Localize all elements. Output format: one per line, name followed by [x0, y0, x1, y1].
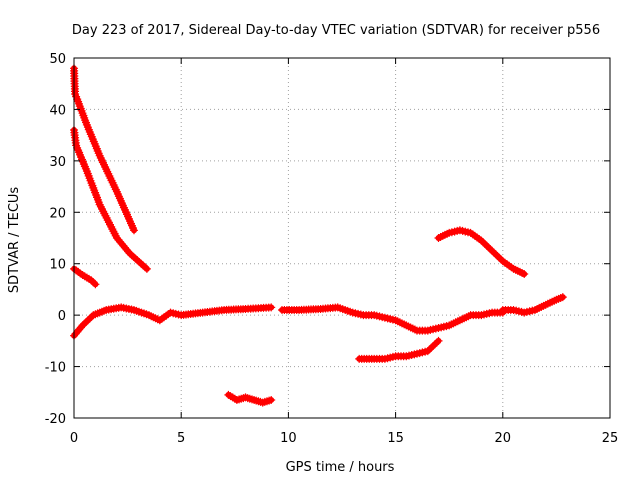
plot-frame: [73, 57, 611, 419]
series-markers: [498, 293, 567, 317]
series-markers: [70, 303, 276, 340]
y-tick-label: -10: [45, 361, 66, 376]
y-tick-label: 50: [49, 52, 66, 67]
y-tick-label: 40: [49, 103, 66, 118]
x-tick-label: 0: [70, 431, 78, 446]
x-axis-label: GPS time / hours: [286, 460, 395, 475]
series-arc-4: [70, 303, 276, 340]
data-traces: [70, 64, 567, 407]
x-tick-label: 20: [495, 431, 512, 446]
series-arc-9: [224, 390, 276, 407]
series-markers: [70, 126, 151, 273]
x-tick-label: 15: [387, 431, 404, 446]
chart-title: Day 223 of 2017, Sidereal Day-to-day VTE…: [72, 23, 600, 38]
y-axis-label: SDTVAR / TECUs: [7, 187, 22, 294]
y-tick-label: 10: [49, 258, 66, 273]
y-tick-label: 20: [49, 206, 66, 221]
series-arc-7: [434, 226, 529, 278]
y-tick-label: 0: [58, 309, 66, 324]
y-tick-label: -20: [45, 412, 66, 427]
x-tick-label: 5: [177, 431, 185, 446]
x-tick-label: 25: [602, 431, 619, 446]
y-tick-label: 30: [49, 155, 66, 170]
series-arc-2: [70, 126, 151, 273]
axis-tick-labels: 0 5 10 15 20 25 -20 -10 0 10 20 30 40 50: [45, 52, 619, 446]
series-markers: [355, 336, 443, 363]
axis-ticks: [73, 57, 611, 419]
series-arc-8: [355, 336, 443, 363]
series-arc-6: [498, 293, 567, 317]
series-markers: [278, 303, 507, 335]
series-markers: [434, 226, 529, 278]
series-arc-1: [70, 64, 138, 235]
series-arc-5: [278, 303, 507, 335]
x-tick-label: 10: [280, 431, 297, 446]
grid-lines: [74, 58, 610, 418]
series-markers: [224, 390, 276, 407]
series-line: [71, 127, 150, 272]
